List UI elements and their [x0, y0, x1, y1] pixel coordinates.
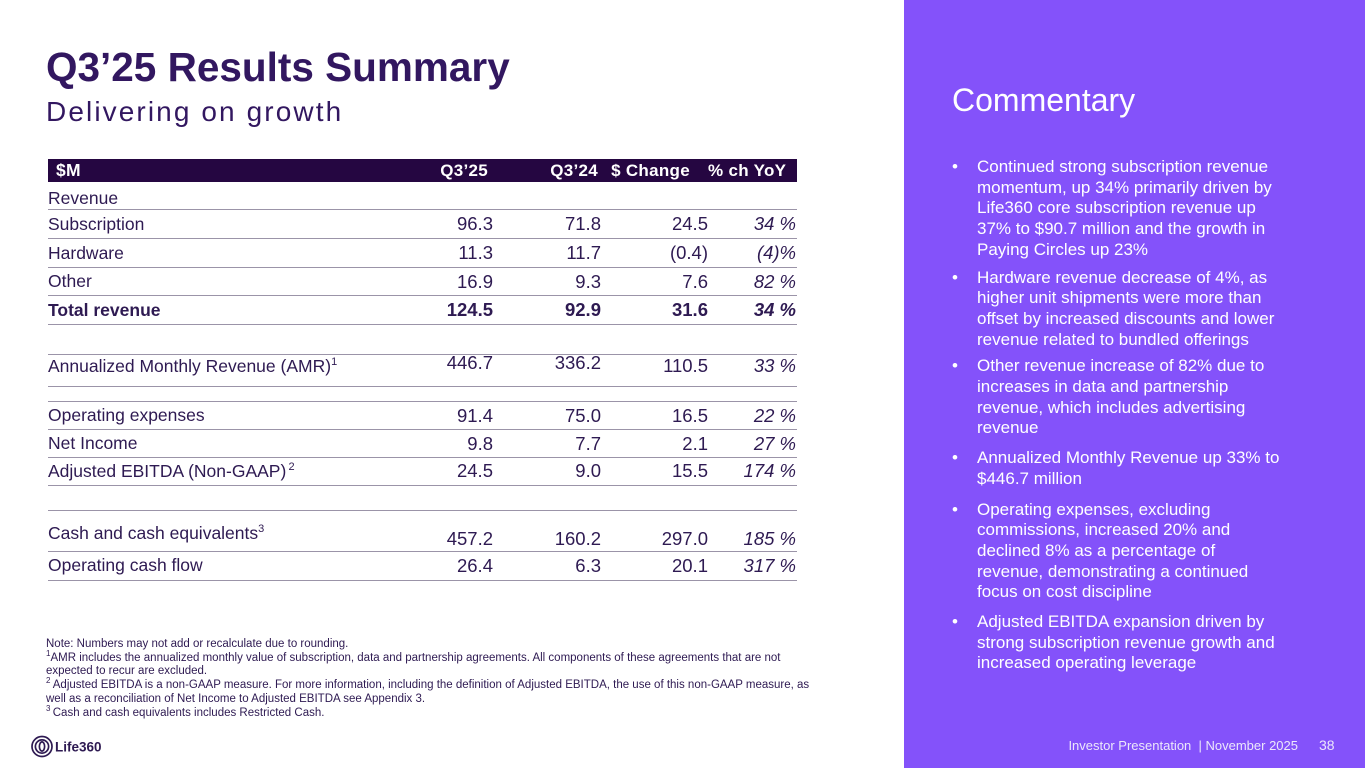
svg-text:Life360: Life360 [55, 740, 102, 755]
